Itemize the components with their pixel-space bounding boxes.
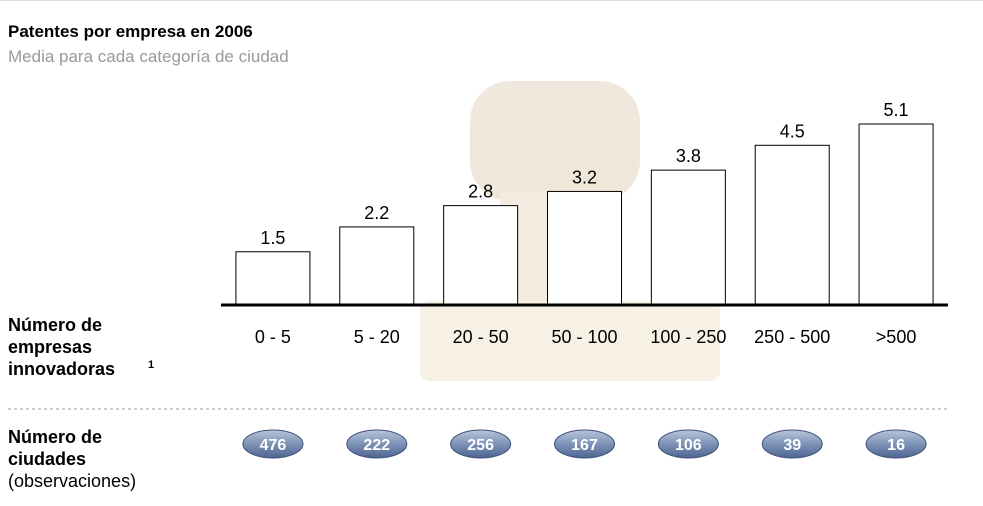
page: Patentes por empresa en 2006 Media para … <box>0 0 983 506</box>
x-tick-label: 5 - 20 <box>354 327 400 347</box>
value-label: 1.5 <box>260 228 285 248</box>
value-label: 2.2 <box>364 203 389 223</box>
footnote-marker: 1 <box>148 359 154 371</box>
bar <box>444 206 518 305</box>
bar <box>651 170 725 305</box>
bar <box>548 191 622 305</box>
counts-label-text: Número de ciudades <box>8 427 102 469</box>
bar <box>340 227 414 305</box>
counts-sublabel: (observaciones) <box>8 471 136 491</box>
count-label: 222 <box>363 437 390 454</box>
chart-title: Patentes por empresa en 2006 <box>8 22 253 41</box>
value-label: 5.1 <box>884 100 909 120</box>
count-label: 106 <box>675 437 702 454</box>
bar <box>859 124 933 305</box>
count-label: 167 <box>571 437 598 454</box>
count-label: 476 <box>260 437 287 454</box>
value-label: 2.8 <box>468 182 493 202</box>
count-label: 256 <box>467 437 494 454</box>
x-tick-label: 100 - 250 <box>650 327 726 347</box>
bar <box>755 145 829 305</box>
x-tick-label: >500 <box>876 327 917 347</box>
bar <box>236 252 310 305</box>
x-tick-label: 250 - 500 <box>754 327 830 347</box>
count-label: 39 <box>783 437 801 454</box>
chart-subtitle: Media para cada categoría de ciudad <box>8 47 289 66</box>
x-tick-label: 20 - 50 <box>453 327 509 347</box>
x-tick-label: 50 - 100 <box>551 327 617 347</box>
counts-label: Número de ciudades(observaciones) <box>8 426 158 492</box>
value-label: 4.5 <box>780 121 805 141</box>
x-axis-label-text: Número de empresas innovadoras <box>8 314 148 380</box>
value-label: 3.2 <box>572 167 597 187</box>
x-tick-label: 0 - 5 <box>255 327 291 347</box>
count-label: 16 <box>887 437 905 454</box>
value-label: 3.8 <box>676 146 701 166</box>
